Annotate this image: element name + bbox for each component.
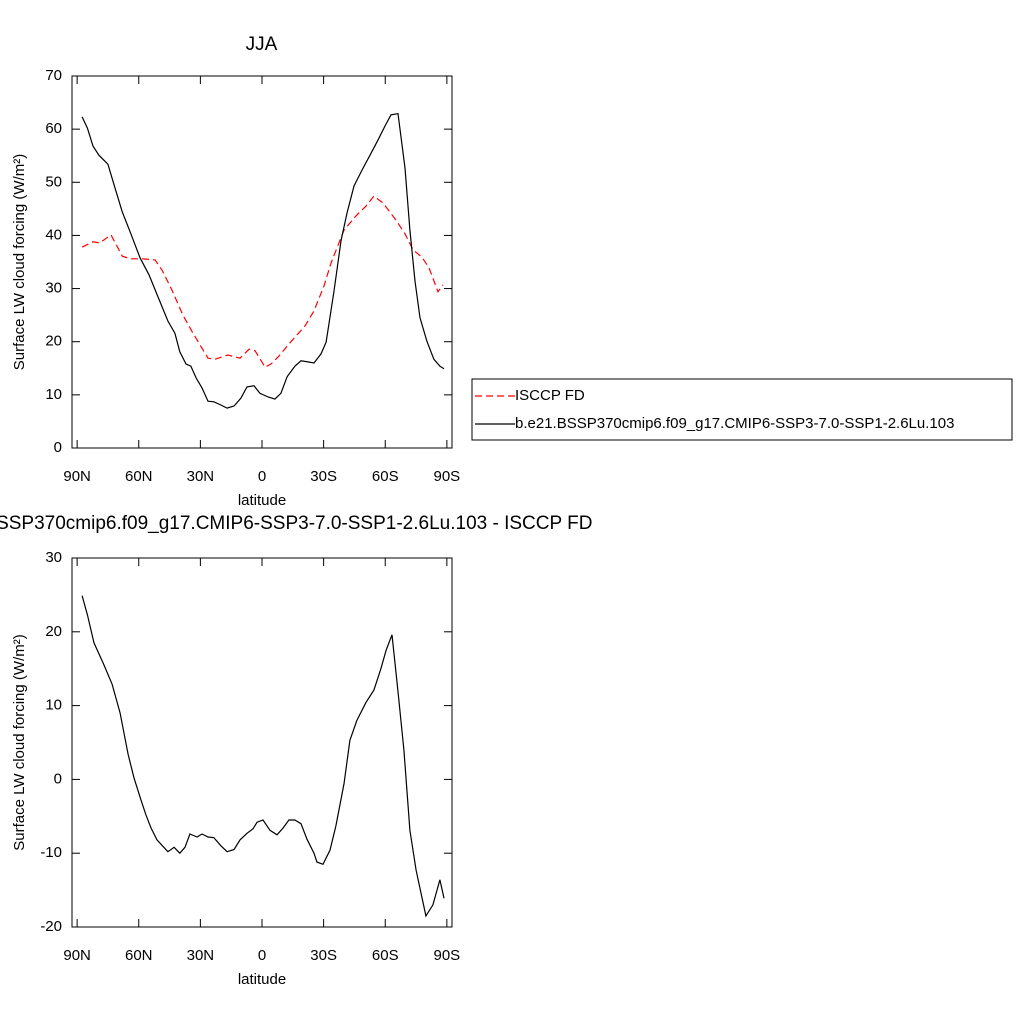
y-tick-label: 30 bbox=[45, 549, 62, 566]
y-tick-label: 10 bbox=[45, 697, 62, 714]
y-tick-label: 40 bbox=[45, 226, 62, 243]
y-tick-label: 0 bbox=[54, 439, 62, 456]
x-tick-label: 30N bbox=[187, 468, 215, 485]
data-line bbox=[81, 113, 445, 409]
x-tick-label: 90N bbox=[63, 947, 91, 964]
y-tick-label: 10 bbox=[45, 386, 62, 403]
x-tick-label: 30S bbox=[310, 468, 337, 485]
legend-label: ISCCP FD bbox=[515, 387, 585, 404]
chart-title: JJA bbox=[246, 34, 278, 55]
x-tick-label: 60S bbox=[372, 468, 399, 485]
x-tick-label: 30S bbox=[310, 947, 337, 964]
y-tick-label: 20 bbox=[45, 333, 62, 350]
legend-label: b.e21.BSSP370cmip6.f09_g17.CMIP6-SSP3-7.… bbox=[515, 415, 954, 432]
x-tick-label: 30N bbox=[187, 947, 215, 964]
y-tick-label: -20 bbox=[40, 918, 62, 935]
y-tick-label: 60 bbox=[45, 120, 62, 137]
data-line bbox=[81, 195, 444, 368]
legend-box bbox=[471, 378, 1013, 441]
x-tick-label: 90S bbox=[434, 468, 461, 485]
x-axis-label: latitude bbox=[238, 971, 286, 988]
chart-title: b.e21.BSSP370cmip6.f09_g17.CMIP6-SSP3-7.… bbox=[0, 513, 592, 534]
data-line bbox=[81, 595, 445, 918]
y-tick-label: -10 bbox=[40, 844, 62, 861]
x-axis-label: latitude bbox=[238, 492, 286, 509]
x-tick-label: 60N bbox=[125, 468, 153, 485]
x-tick-label: 90S bbox=[434, 947, 461, 964]
y-tick-label: 30 bbox=[45, 280, 62, 297]
x-tick-label: 60N bbox=[125, 947, 153, 964]
plot-frame bbox=[71, 75, 453, 449]
x-tick-label: 90N bbox=[63, 468, 91, 485]
y-tick-label: 0 bbox=[54, 770, 62, 787]
x-tick-label: 0 bbox=[258, 468, 266, 485]
y-tick-label: 50 bbox=[45, 173, 62, 190]
y-axis-label: Surface LW cloud forcing (W/m²) bbox=[11, 154, 28, 370]
y-tick-label: 20 bbox=[45, 623, 62, 640]
x-tick-label: 0 bbox=[258, 947, 266, 964]
x-tick-label: 60S bbox=[372, 947, 399, 964]
y-axis-label: Surface LW cloud forcing (W/m²) bbox=[11, 634, 28, 850]
y-tick-label: 70 bbox=[45, 67, 62, 84]
plot-frame bbox=[71, 557, 453, 928]
